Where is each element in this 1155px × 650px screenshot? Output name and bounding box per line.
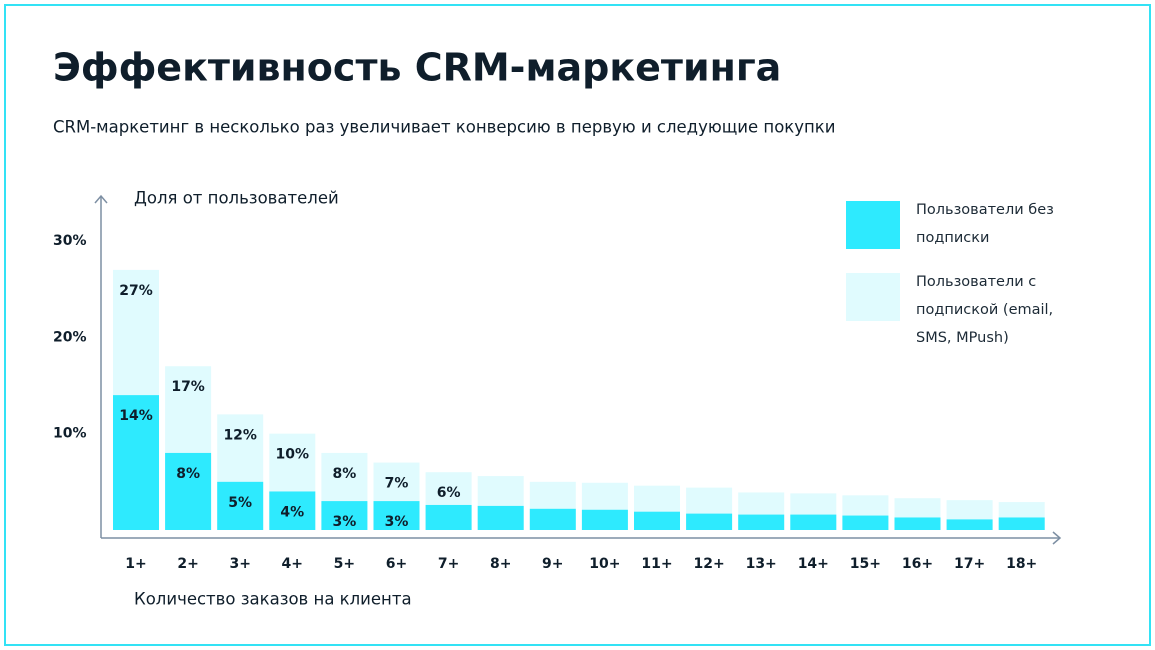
x-tick-label: 9+ <box>542 556 563 572</box>
y-tick-label: 10% <box>53 426 87 442</box>
bar <box>113 395 159 530</box>
x-arrow <box>1052 531 1062 545</box>
x-tick-label: 3+ <box>229 556 250 572</box>
value-label: 7% <box>385 476 409 492</box>
x-tick-label: 15+ <box>850 556 881 572</box>
legend-label: Пользователи без подписки <box>916 202 1054 246</box>
x-tick-label: 16+ <box>902 556 933 572</box>
bar <box>217 481 264 530</box>
bar <box>894 517 941 530</box>
x-tick-label: 6+ <box>386 556 407 572</box>
value-label: 3% <box>385 514 409 530</box>
bar <box>373 501 420 530</box>
value-label: 3% <box>333 514 357 530</box>
x-tick-label: 11+ <box>641 556 672 572</box>
x-tick-label: 1+ <box>125 556 146 572</box>
bar <box>321 501 368 530</box>
legend-swatch <box>846 201 900 249</box>
x-tick-label: 12+ <box>693 556 724 572</box>
bar <box>529 508 576 530</box>
value-label: 6% <box>437 485 461 501</box>
y-axis-label: Доля от пользователей <box>134 189 339 208</box>
bar <box>165 452 212 530</box>
x-axis-label: Количество заказов на клиента <box>134 590 412 609</box>
bar <box>581 509 628 530</box>
x-tick-label: 18+ <box>1006 556 1037 572</box>
y-arrow <box>94 194 108 204</box>
bar <box>477 505 524 530</box>
x-tick-label: 2+ <box>177 556 198 572</box>
value-label: 10% <box>276 447 310 463</box>
x-tick-label: 5+ <box>334 556 355 572</box>
bar <box>946 519 993 530</box>
chart-title: Эффективность CRM-маркетинга <box>53 46 781 90</box>
bar <box>842 515 889 530</box>
value-label: 17% <box>171 379 205 395</box>
value-label: 4% <box>280 504 304 520</box>
x-tick-label: 14+ <box>798 556 829 572</box>
bar <box>269 491 316 530</box>
x-tick-label: 10+ <box>589 556 620 572</box>
value-label: 5% <box>228 495 252 511</box>
x-tick-label: 17+ <box>954 556 985 572</box>
frame <box>4 4 1151 646</box>
chart-subtitle: CRM-маркетинг в несколько раз увеличивае… <box>53 118 836 137</box>
value-label: 8% <box>176 466 200 482</box>
bar <box>998 517 1045 530</box>
bar <box>634 511 680 530</box>
value-label: 12% <box>223 427 257 443</box>
bar <box>686 513 733 530</box>
value-label: 14% <box>119 408 153 424</box>
x-tick-label: 8+ <box>490 556 511 572</box>
x-tick-label: 13+ <box>746 556 777 572</box>
axes <box>94 194 1062 545</box>
x-tick-label: 4+ <box>282 556 303 572</box>
value-label: 27% <box>119 283 153 299</box>
x-tick-label: 7+ <box>438 556 459 572</box>
bar <box>790 514 837 530</box>
bar <box>738 514 785 530</box>
y-tick-label: 20% <box>53 329 87 345</box>
value-label: 8% <box>333 466 357 482</box>
legend-label: Пользователи с подпиской (email, SMS, MP… <box>916 274 1054 346</box>
legend-swatch <box>846 273 900 321</box>
y-tick-label: 30% <box>53 233 87 249</box>
bar <box>425 504 472 530</box>
